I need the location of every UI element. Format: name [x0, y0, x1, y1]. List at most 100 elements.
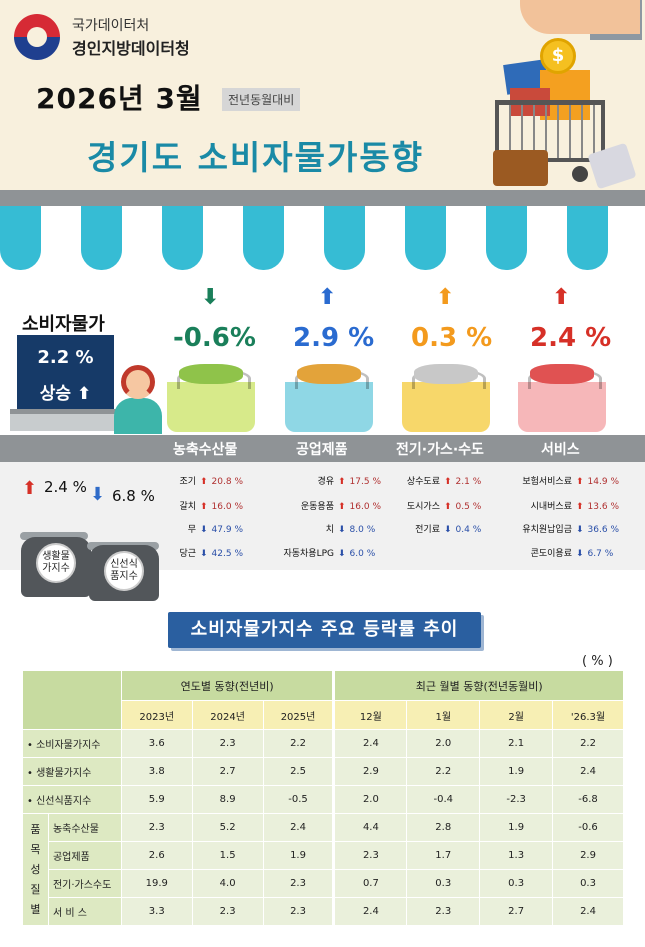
item-row: 운동용품 ⬆ 16.0 %: [270, 499, 381, 512]
table-cell: -0.6: [552, 813, 624, 842]
item-row: 조기 ⬆ 20.8 %: [170, 474, 243, 487]
item-name: 상수도료: [406, 477, 440, 487]
awning-stripe: [40, 206, 81, 270]
awning-stripe: [0, 206, 41, 270]
clerk-illustration: [114, 398, 162, 434]
down-arrow-icon: ⬇: [444, 525, 452, 535]
table-cell: 1.5: [191, 841, 264, 870]
item-value: 13.6 %: [587, 502, 619, 512]
table-cell: 2.4: [552, 897, 624, 926]
table-cell: 1.9: [479, 757, 554, 786]
item-value: 36.6 %: [587, 525, 619, 535]
yoy-badge: 전년동월대비: [222, 88, 301, 111]
clerk-head-illustration: [121, 365, 155, 399]
header-annual: 연도별 동향(전년비): [120, 670, 336, 701]
table-row: • 신선식품지수 5.9 8.9 -0.5 2.0 -0.4 -2.3 -6.8: [22, 785, 624, 814]
item-name: 당근: [179, 549, 196, 559]
utilities-change: 0.3 %: [411, 323, 493, 353]
suitcase-illustration: [493, 150, 548, 186]
down-arrow-icon: ⬇: [576, 525, 584, 535]
up-arrow-icon: ⬆: [200, 502, 208, 512]
table-cell: 2.4: [552, 757, 624, 786]
table-cell: -2.3: [479, 785, 554, 814]
item-value: 2.1 %: [455, 477, 482, 487]
table-cell: 2.1: [479, 729, 554, 758]
item-row: 상수도료 ⬆ 2.1 %: [398, 474, 481, 487]
table-cell: 1.9: [479, 813, 554, 842]
item-name: 갈치: [179, 502, 196, 512]
table-cell: 19.9: [120, 869, 193, 898]
item-name: 보험서비스료: [522, 477, 572, 487]
category-agri: 농축수산물: [173, 442, 238, 458]
item-row: 전기료 ⬇ 0.4 %: [398, 522, 481, 535]
fresh-scale-icon: 신선식품지수: [89, 545, 159, 601]
row-label: • 신선식품지수: [22, 785, 122, 814]
table-cell: 5.9: [120, 785, 193, 814]
item-name: 유치원납입금: [522, 525, 572, 535]
item-value: 16.0 %: [349, 502, 381, 512]
fresh-index-change: 6.8 %: [112, 487, 155, 505]
table-cell: 2.0: [406, 729, 481, 758]
table-cell: 2.3: [191, 729, 264, 758]
item-name: 무: [187, 525, 196, 535]
table-cell: 3.3: [120, 897, 193, 926]
up-arrow-icon: ⬆: [338, 502, 346, 512]
item-row: 갈치 ⬆ 16.0 %: [170, 499, 243, 512]
table-cell: 2.9: [552, 841, 624, 870]
table-row: 전기·가스수도 19.9 4.0 2.3 0.7 0.3 0.3 0.3: [23, 869, 624, 898]
col-dec: 12월: [333, 700, 408, 730]
table-cell: 2.9: [333, 757, 408, 786]
item-value: 16.0 %: [211, 502, 243, 512]
row-label: 공업제품: [47, 841, 122, 870]
living-scale-plate: [20, 532, 88, 540]
cart-wheel-icon: [572, 166, 588, 182]
utilities-arrow-icon: ⬆: [436, 285, 455, 310]
table-row: 품 목 성 질 별 농축수산물 2.3 5.2 2.4 4.4 2.8 1.9 -0.6: [22, 813, 624, 926]
table-cell: 1.7: [406, 841, 481, 870]
item-row: 콘도이용료 ⬇ 6.7 %: [510, 546, 614, 559]
table-cell: 4.0: [191, 869, 264, 898]
agri-arrow-icon: ⬇: [201, 285, 220, 310]
item-value: 14.9 %: [587, 477, 619, 487]
table-cell: 0.3: [406, 869, 481, 898]
row-label: • 소비자물가지수: [22, 729, 122, 758]
item-name: 전기료: [415, 525, 440, 535]
item-row: 유치원납입금 ⬇ 36.6 %: [510, 522, 619, 535]
table-cell: 2.4: [333, 729, 408, 758]
table-corner: [22, 670, 122, 730]
item-value: 42.5 %: [211, 549, 243, 559]
up-arrow-icon: ⬆: [338, 477, 346, 487]
table-cell: 1.3: [479, 841, 554, 870]
cpi-direction: 상승 ⬆: [39, 384, 92, 404]
org-name-line2: 경인지방데이터청: [72, 39, 190, 58]
services-change: 2.4 %: [530, 323, 612, 353]
item-row: 보험서비스료 ⬆ 14.9 %: [510, 474, 619, 487]
up-arrow-icon: ⬆: [444, 502, 452, 512]
table-cell: 2.3: [262, 897, 336, 926]
table-row: 공업제품 2.6 1.5 1.9 2.3 1.7 1.3 2.9: [23, 841, 624, 870]
awning-stripe: [445, 206, 486, 270]
cpi-value: 2.2 %: [37, 347, 94, 368]
hand-illustration: [520, 0, 640, 34]
item-name: 자동차용LPG: [283, 549, 334, 559]
awning-stripe: [283, 206, 324, 270]
table-cell: 1.9: [262, 841, 336, 870]
item-value: 6.7 %: [587, 549, 614, 559]
up-arrow-icon: ⬆: [576, 477, 584, 487]
col-feb: 2월: [479, 700, 554, 730]
services-basket-icon: [518, 364, 606, 432]
table-cell: 2.7: [191, 757, 264, 786]
living-index-label: 생활물가지수: [36, 543, 76, 583]
awning-stripe: [324, 206, 365, 270]
table-cell: 2.3: [120, 813, 193, 842]
org-name-line1: 국가데이터처: [72, 18, 150, 34]
table-cell: 0.3: [479, 869, 554, 898]
item-row: 경유 ⬆ 17.5 %: [270, 474, 381, 487]
category-bar: [0, 435, 645, 462]
industrial-arrow-icon: ⬆: [318, 285, 337, 310]
report-period: 2026년 3월: [36, 82, 203, 115]
table-cell: 2.3: [262, 869, 336, 898]
fresh-down-arrow-icon: ⬇: [90, 484, 106, 505]
table-cell: 0.3: [552, 869, 624, 898]
